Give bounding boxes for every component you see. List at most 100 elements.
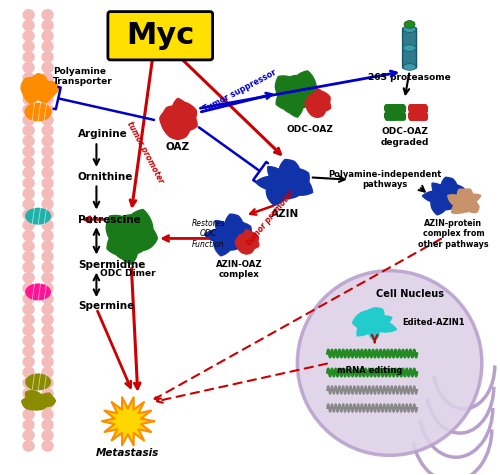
Circle shape [42,41,53,52]
Circle shape [42,367,53,378]
Circle shape [42,346,53,357]
Text: Polyamine-independent
pathways: Polyamine-independent pathways [328,170,442,190]
Circle shape [42,273,53,283]
Circle shape [42,83,53,94]
Polygon shape [276,71,320,117]
Circle shape [23,115,34,125]
Circle shape [23,294,34,304]
Ellipse shape [25,373,51,390]
Circle shape [23,94,34,104]
Circle shape [42,167,53,178]
Circle shape [42,94,53,104]
Circle shape [23,378,34,388]
FancyBboxPatch shape [108,11,212,60]
Polygon shape [448,189,481,213]
Text: 26S proteasome: 26S proteasome [368,73,451,82]
Text: ODC-OAZ
degraded: ODC-OAZ degraded [380,127,429,147]
Polygon shape [305,89,330,117]
Text: tumor promoter: tumor promoter [246,188,296,247]
Text: tumor promoter: tumor promoter [125,120,166,185]
Circle shape [23,83,34,94]
Circle shape [42,230,53,241]
Circle shape [42,125,53,136]
Text: ODC-OAZ: ODC-OAZ [286,125,334,134]
Circle shape [23,262,34,272]
Circle shape [42,262,53,272]
Circle shape [42,441,53,451]
Circle shape [23,325,34,335]
Ellipse shape [403,64,416,70]
Ellipse shape [25,208,51,225]
Circle shape [23,178,34,188]
Circle shape [42,388,53,399]
Circle shape [23,357,34,367]
Text: OAZ: OAZ [166,142,190,152]
Circle shape [42,20,53,30]
Circle shape [23,409,34,419]
Text: Tumor suppressor: Tumor suppressor [202,67,278,114]
Text: mRNA editing: mRNA editing [337,366,402,375]
Text: Myc: Myc [126,21,194,50]
Circle shape [23,367,34,378]
Circle shape [23,167,34,178]
Polygon shape [21,74,59,103]
Polygon shape [352,308,397,341]
Circle shape [23,388,34,399]
Circle shape [23,230,34,241]
Ellipse shape [298,271,482,456]
Circle shape [42,73,53,83]
Ellipse shape [404,20,415,28]
Polygon shape [102,397,154,445]
Circle shape [42,409,53,419]
Circle shape [42,136,53,146]
Ellipse shape [25,284,51,301]
Circle shape [23,189,34,199]
Circle shape [23,430,34,441]
Circle shape [23,209,34,220]
Circle shape [42,104,53,115]
Circle shape [23,241,34,251]
Circle shape [23,220,34,230]
Polygon shape [160,98,197,140]
Circle shape [42,419,53,430]
Circle shape [42,115,53,125]
Circle shape [23,441,34,451]
Circle shape [23,62,34,73]
Circle shape [23,104,34,115]
Circle shape [42,209,53,220]
Circle shape [42,378,53,388]
Circle shape [23,125,34,136]
Circle shape [42,399,53,409]
Circle shape [42,31,53,41]
Circle shape [42,325,53,335]
Text: AZIN: AZIN [271,209,299,219]
Circle shape [42,157,53,167]
Ellipse shape [403,26,416,32]
Circle shape [23,419,34,430]
Text: Metastasis: Metastasis [96,448,160,458]
Text: Polyamine
Transporter: Polyamine Transporter [53,67,113,86]
Circle shape [23,146,34,157]
Circle shape [42,251,53,262]
Text: Restores
ODC
Function: Restores ODC Function [192,219,225,248]
Polygon shape [422,177,467,215]
Circle shape [23,314,34,325]
Circle shape [23,20,34,30]
Circle shape [42,241,53,251]
Ellipse shape [24,103,52,122]
Polygon shape [204,214,254,256]
Polygon shape [256,160,312,205]
Text: Arginine: Arginine [78,129,128,139]
Circle shape [23,41,34,52]
Circle shape [42,52,53,62]
Text: AZIN-protein
complex from
other pathways: AZIN-protein complex from other pathways [418,219,488,248]
Polygon shape [235,229,259,254]
Circle shape [42,357,53,367]
Circle shape [23,251,34,262]
Text: Putrescine: Putrescine [78,215,140,225]
Circle shape [23,346,34,357]
Circle shape [23,52,34,62]
Circle shape [42,189,53,199]
Circle shape [42,220,53,230]
Text: Spermine: Spermine [78,301,134,311]
